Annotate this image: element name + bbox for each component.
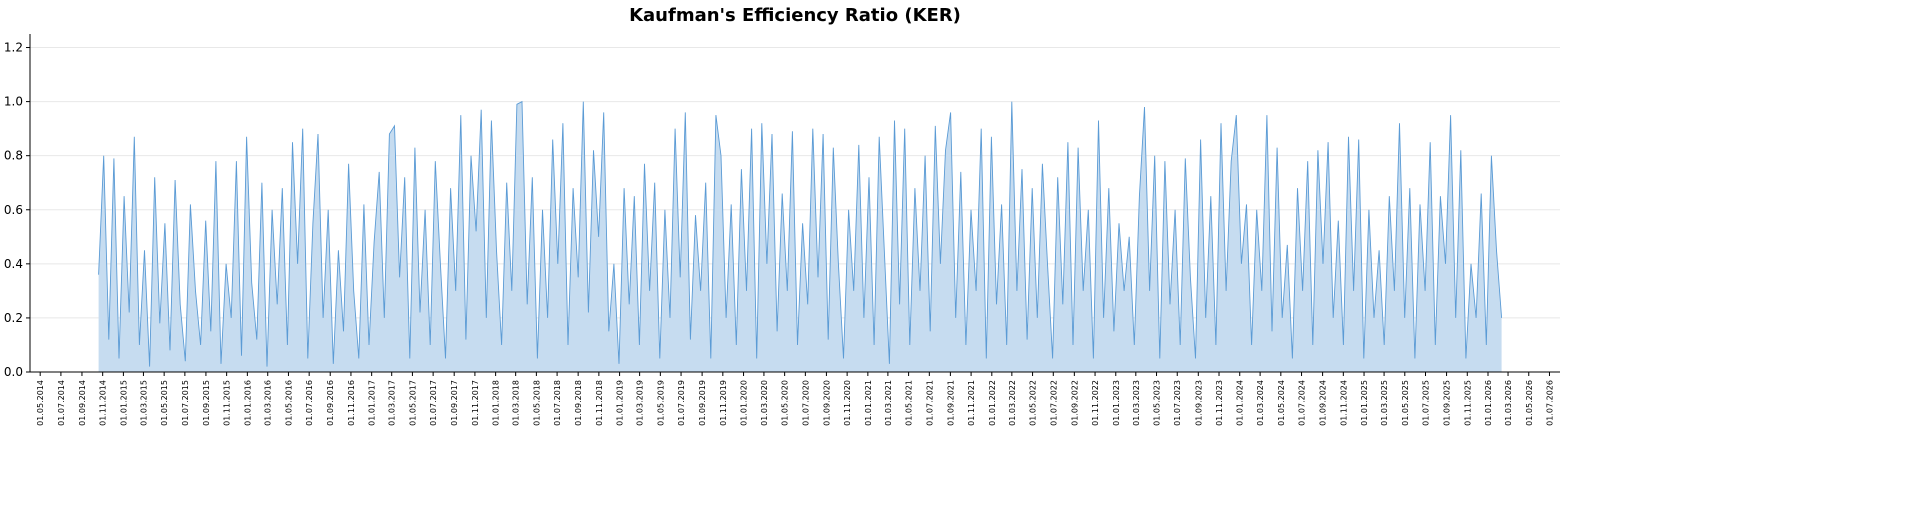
x-tick-label: 01.11.2016 xyxy=(347,380,356,426)
x-tick-label: 01.09.2016 xyxy=(326,380,335,426)
x-tick-label: 01.01.2026 xyxy=(1484,380,1493,426)
x-tick-label: 01.09.2014 xyxy=(78,380,87,426)
x-tick-label: 01.05.2021 xyxy=(905,380,914,426)
x-tick-label: 01.01.2024 xyxy=(1236,380,1245,426)
x-tick-label: 01.09.2018 xyxy=(574,380,583,426)
x-tick-label: 01.07.2018 xyxy=(553,380,562,426)
x-tick-label: 01.09.2025 xyxy=(1443,380,1452,426)
x-tick-label: 01.09.2022 xyxy=(1070,380,1079,426)
x-tick-label: 01.09.2019 xyxy=(698,380,707,426)
x-tick-label: 01.11.2019 xyxy=(719,380,728,426)
x-tick-label: 01.11.2015 xyxy=(223,380,232,426)
x-tick-label: 01.03.2019 xyxy=(636,380,645,426)
x-tick-label: 01.07.2022 xyxy=(1049,380,1058,426)
x-tick-label: 01.01.2025 xyxy=(1360,380,1369,426)
x-tick-label: 01.05.2019 xyxy=(656,380,665,426)
x-tick-label: 01.03.2023 xyxy=(1132,380,1141,426)
x-tick-label: 01.03.2020 xyxy=(760,380,769,426)
x-tick-label: 01.09.2021 xyxy=(946,380,955,426)
x-tick-label: 01.09.2023 xyxy=(1194,380,1203,426)
x-tick-label: 01.03.2022 xyxy=(1008,380,1017,426)
x-tick-label: 01.05.2025 xyxy=(1401,380,1410,426)
x-tick-label: 01.05.2024 xyxy=(1277,380,1286,426)
x-tick-label: 01.09.2017 xyxy=(450,380,459,426)
x-tick-label: 01.03.2016 xyxy=(264,380,273,426)
x-tick-label: 01.11.2023 xyxy=(1215,380,1224,426)
x-tick-label: 01.03.2025 xyxy=(1380,380,1389,426)
y-tick-label: 0.4 xyxy=(4,257,23,271)
x-tick-label: 01.01.2016 xyxy=(243,380,252,426)
x-axis: 01.05.2014 01.07.2014 01.09.2014 01.11.2014… xyxy=(36,372,1554,426)
x-tick-label: 01.05.2022 xyxy=(1029,380,1038,426)
x-tick-label: 01.03.2026 xyxy=(1504,380,1513,426)
x-tick-label: 01.07.2015 xyxy=(181,380,190,426)
x-tick-label: 01.05.2017 xyxy=(408,380,417,426)
y-tick-label: 0.6 xyxy=(4,203,23,217)
x-tick-label: 01.03.2015 xyxy=(139,380,148,426)
x-tick-label: 01.05.2023 xyxy=(1153,380,1162,426)
y-tick-label: 0.8 xyxy=(4,149,23,163)
x-tick-label: 01.11.2018 xyxy=(595,380,604,426)
x-tick-label: 01.03.2024 xyxy=(1256,380,1265,426)
y-tick-label: 1.0 xyxy=(4,95,23,109)
x-tick-label: 01.07.2016 xyxy=(305,380,314,426)
x-tick-label: 01.01.2022 xyxy=(988,380,997,426)
x-tick-label: 01.11.2025 xyxy=(1463,380,1472,426)
y-axis: 0.0 0.2 0.4 0.6 0.8 1.0 1.2 xyxy=(4,41,30,379)
x-tick-label: 01.01.2017 xyxy=(368,380,377,426)
x-tick-label: 01.07.2025 xyxy=(1422,380,1431,426)
x-tick-label: 01.05.2016 xyxy=(284,380,293,426)
y-tick-label: 0.0 xyxy=(4,365,23,379)
x-tick-label: 01.05.2018 xyxy=(532,380,541,426)
x-tick-label: 01.05.2026 xyxy=(1525,380,1534,426)
ker-line xyxy=(98,100,1503,367)
x-tick-label: 01.03.2018 xyxy=(512,380,521,426)
x-tick-label: 01.01.2015 xyxy=(119,380,128,426)
chart-title: Kaufman's Efficiency Ratio (KER) xyxy=(629,5,961,26)
x-tick-label: 01.07.2014 xyxy=(57,380,66,426)
x-tick-label: 01.11.2014 xyxy=(99,380,108,426)
x-tick-label: 01.09.2024 xyxy=(1319,380,1328,426)
y-tick-label: 0.2 xyxy=(4,311,23,325)
y-tick-label: 1.2 xyxy=(4,41,23,55)
x-tick-label: 01.11.2021 xyxy=(967,380,976,426)
x-tick-label: 01.01.2021 xyxy=(864,380,873,426)
x-tick-label: 01.01.2020 xyxy=(740,380,749,426)
x-tick-label: 01.09.2020 xyxy=(822,380,831,426)
ker-area-fill xyxy=(98,101,1502,372)
x-tick-label: 01.05.2020 xyxy=(781,380,790,426)
x-tick-label: 01.07.2021 xyxy=(925,380,934,426)
x-tick-label: 01.07.2026 xyxy=(1545,380,1554,426)
x-tick-label: 01.01.2023 xyxy=(1112,380,1121,426)
x-tick-label: 01.09.2015 xyxy=(202,380,211,426)
x-tick-label: 01.01.2019 xyxy=(616,380,625,426)
x-tick-label: 01.11.2024 xyxy=(1339,380,1348,426)
x-tick-label: 01.05.2014 xyxy=(36,380,45,426)
x-tick-label: 01.07.2023 xyxy=(1173,380,1182,426)
x-tick-label: 01.01.2018 xyxy=(492,380,501,426)
x-tick-label: 01.07.2019 xyxy=(677,380,686,426)
x-tick-label: 01.11.2017 xyxy=(471,380,480,426)
x-tick-label: 01.07.2024 xyxy=(1298,380,1307,426)
x-tick-label: 01.03.2021 xyxy=(884,380,893,426)
x-tick-label: 01.03.2017 xyxy=(388,380,397,426)
x-tick-label: 01.11.2020 xyxy=(843,380,852,426)
series-ker xyxy=(98,100,1503,372)
x-tick-label: 01.11.2022 xyxy=(1091,380,1100,426)
x-tick-label: 01.07.2017 xyxy=(429,380,438,426)
x-tick-label: 01.07.2020 xyxy=(801,380,810,426)
x-tick-label: 01.05.2015 xyxy=(160,380,169,426)
